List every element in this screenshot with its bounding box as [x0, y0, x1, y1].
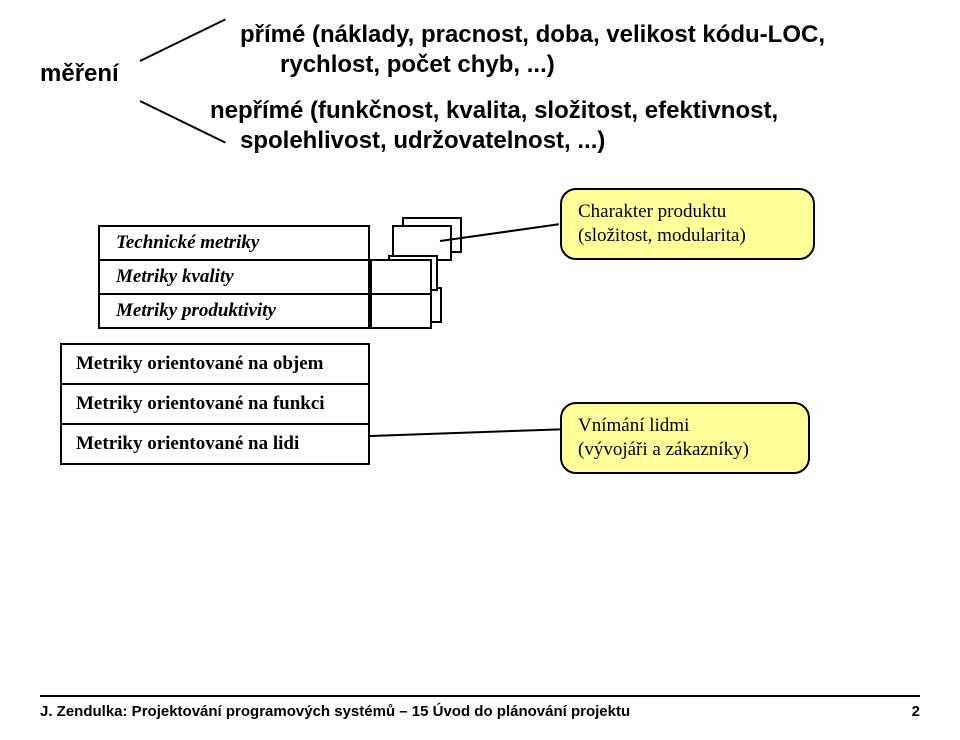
callout-top-line1: Charakter produktu	[578, 200, 797, 224]
metrics-stack: Technické metriky Metriky kvality Metrik…	[60, 225, 370, 465]
metric-volume: Metriky orientované na objem	[60, 343, 370, 385]
metric-function: Metriky orientované na funkci	[60, 383, 370, 425]
direct-line2: rychlost, počet chyb, ...)	[240, 50, 825, 80]
footer-text: J. Zendulka: Projektování programových s…	[40, 703, 630, 720]
callout-bottom-line2: (vývojáři a zákazníky)	[578, 438, 792, 462]
measurement-split: měření přímé (náklady, pracnost, doba, v…	[40, 20, 920, 180]
direct-measures-text: přímé (náklady, pracnost, doba, velikost…	[240, 20, 825, 80]
callout-product-character: Charakter produktu (složitost, modularit…	[560, 188, 815, 260]
callout-top-line2: (složitost, modularita)	[578, 224, 797, 248]
indirect-line1: nepřímé (funkčnost, kvalita, složitost, …	[210, 96, 778, 126]
direct-line1: přímé (náklady, pracnost, doba, velikost…	[240, 20, 825, 50]
footer-page-number: 2	[912, 703, 920, 720]
metrics-inner-group: Technické metriky Metriky kvality Metrik…	[98, 225, 370, 329]
metric-technical: Technické metriky	[98, 225, 370, 261]
metric-productivity: Metriky produktivity	[98, 293, 370, 329]
metrics-outer-group: Metriky orientované na objem Metriky ori…	[60, 343, 370, 465]
measurement-label: měření	[40, 60, 119, 88]
page-footer: J. Zendulka: Projektování programových s…	[40, 695, 920, 720]
split-line-up	[140, 18, 226, 61]
callout-pointer-bottom	[370, 428, 560, 437]
indirect-line2: spolehlivost, udržovatelnost, ...)	[210, 126, 778, 156]
callout-bottom-line1: Vnímání lidmi	[578, 414, 792, 438]
metric-quality: Metriky kvality	[98, 259, 370, 295]
metrics-3d-shadow	[370, 225, 475, 329]
metric-people: Metriky orientované na lidi	[60, 423, 370, 465]
callout-human-perception: Vnímání lidmi (vývojáři a zákazníky)	[560, 402, 810, 474]
indirect-measures-text: nepřímé (funkčnost, kvalita, složitost, …	[210, 96, 778, 156]
